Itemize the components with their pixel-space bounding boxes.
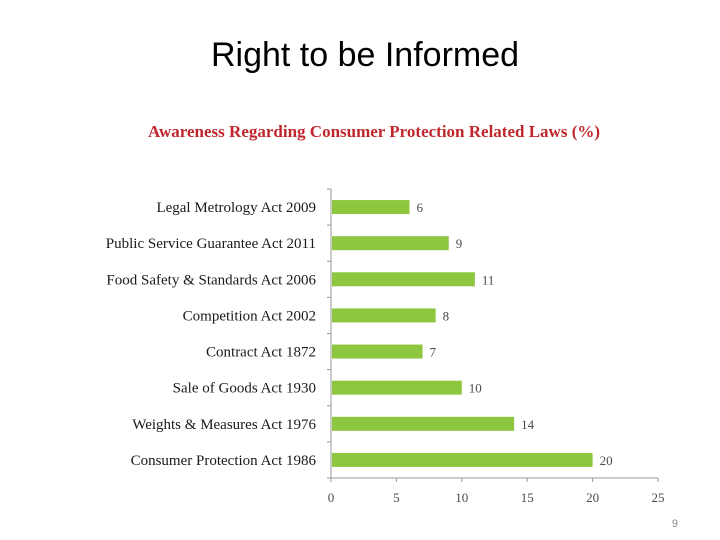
data-label: 8 — [443, 308, 450, 323]
bar — [332, 452, 593, 467]
category-label: Public Service Guarantee Act 2011 — [106, 236, 316, 252]
bar — [332, 308, 436, 323]
x-tick-label: 20 — [586, 490, 599, 505]
category-label: Weights & Measures Act 1976 — [132, 417, 316, 433]
category-label: Sale of Goods Act 1930 — [173, 381, 316, 397]
data-label: 10 — [469, 381, 482, 396]
category-label: Legal Metrology Act 2009 — [156, 200, 316, 216]
bar — [332, 380, 462, 395]
bar — [332, 236, 449, 251]
x-tick-label: 10 — [455, 490, 468, 505]
bar — [332, 272, 475, 287]
slide-title: Right to be Informed — [210, 36, 520, 74]
bar — [332, 344, 423, 359]
category-label: Contract Act 1872 — [206, 345, 316, 361]
x-tick-label: 25 — [652, 490, 665, 505]
page-number: 9 — [671, 518, 678, 530]
data-label: 14 — [521, 417, 535, 432]
category-label: Consumer Protection Act 1986 — [131, 453, 317, 469]
data-label: 11 — [482, 272, 495, 287]
x-tick-label: 5 — [393, 490, 400, 505]
category-label: Food Safety & Standards Act 2006 — [106, 272, 316, 288]
chart-title: Awareness Regarding Consumer Protection … — [147, 122, 601, 141]
category-label: Competition Act 2002 — [183, 308, 316, 324]
data-label: 9 — [456, 236, 463, 251]
data-label: 7 — [430, 345, 437, 360]
data-label: 6 — [416, 200, 423, 215]
bar — [332, 200, 410, 215]
x-tick-label: 15 — [521, 490, 534, 505]
bar — [332, 416, 515, 431]
data-label: 20 — [600, 453, 613, 468]
x-tick-label: 0 — [328, 490, 335, 505]
